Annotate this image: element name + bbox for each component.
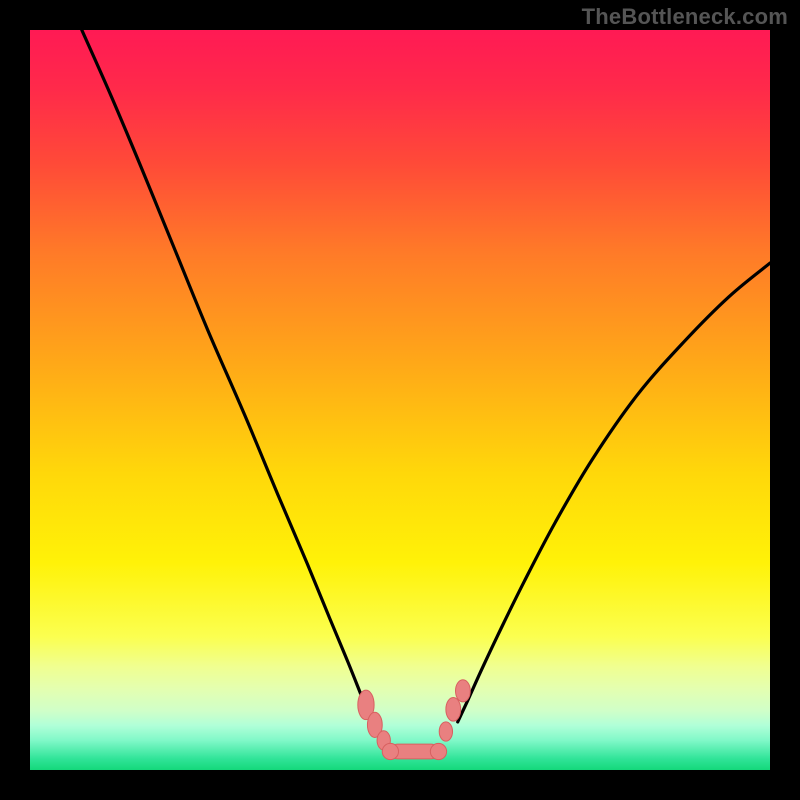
watermark-text: TheBottleneck.com <box>582 4 788 30</box>
curve-overlay <box>0 0 800 800</box>
marker-bottom-cap-1 <box>430 743 446 759</box>
curve-right-branch <box>458 263 770 722</box>
marker-right-0 <box>446 697 461 721</box>
marker-bottom-cap-0 <box>382 743 398 759</box>
marker-right-1 <box>456 680 471 702</box>
marker-right-2 <box>439 722 452 741</box>
bottleneck-chart: TheBottleneck.com <box>0 0 800 800</box>
curve-left-branch <box>82 30 372 722</box>
